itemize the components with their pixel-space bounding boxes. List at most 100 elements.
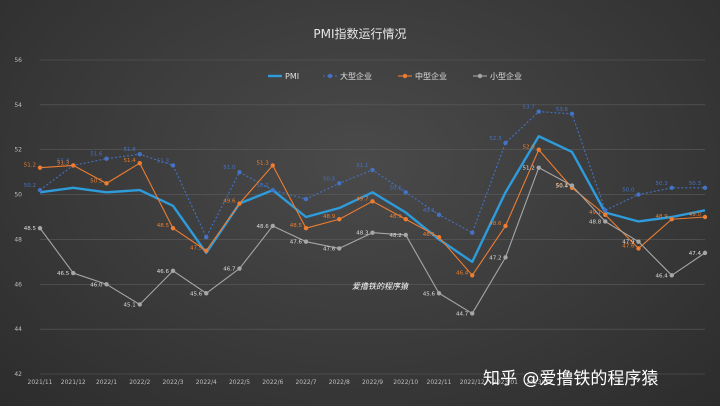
point-中型企业 (137, 160, 142, 166)
x-tick-label: 2022/7 (295, 379, 316, 386)
data-label: 45.6 (423, 291, 436, 297)
data-label: 50.2 (257, 183, 269, 189)
data-label: 51.1 (356, 163, 368, 169)
point-大型企业 (370, 167, 375, 173)
data-label: 53.6 (556, 107, 569, 113)
legend-item-小型企业: 小型企业 (473, 71, 522, 81)
point-大型企业 (104, 156, 109, 161)
y-tick-label: 48 (14, 236, 22, 243)
point-大型企业 (503, 140, 508, 146)
x-tick-label: 2022/12 (460, 379, 485, 386)
point-中型企业 (536, 147, 541, 152)
point-大型企业 (536, 109, 541, 114)
data-label: 46.4 (656, 273, 669, 279)
point-大型企业 (470, 230, 475, 235)
data-label: 46.7 (223, 267, 236, 273)
data-label: 50.1 (390, 185, 402, 191)
point-大型企业 (669, 185, 674, 191)
y-tick-label: 52 (14, 147, 22, 154)
series-line-PMI (39, 135, 706, 264)
legend-label: 小型企业 (490, 71, 522, 81)
point-小型企业 (303, 239, 309, 244)
point-大型企业 (137, 152, 142, 157)
data-label: 48.5 (157, 223, 170, 229)
legend-marker (477, 73, 483, 79)
grid-layer (40, 59, 705, 375)
point-中型企业 (237, 201, 242, 206)
data-label: 48.9 (390, 214, 403, 220)
point-小型企业 (204, 291, 209, 296)
x-tick-label: 2022/3 (162, 379, 183, 386)
data-label: 47.5 (190, 246, 203, 252)
point-大型企业 (37, 187, 43, 193)
data-label: 46.6 (157, 269, 170, 275)
legend-item-中型企业: 中型企业 (398, 71, 447, 81)
data-label: 51.0 (223, 165, 236, 171)
data-label: 50.0 (622, 188, 635, 194)
data-label: 48.6 (489, 221, 502, 227)
y-tick-label: 56 (14, 57, 22, 64)
y-tick-label: 46 (14, 281, 22, 288)
point-中型企业 (503, 223, 508, 229)
data-label: 48.9 (323, 214, 336, 220)
series-line-大型企业 (39, 111, 705, 238)
data-label: 49.0 (689, 212, 702, 218)
point-小型企业 (702, 250, 708, 256)
data-label: 51.8 (124, 147, 137, 153)
point-小型企业 (71, 270, 76, 276)
data-label: 50.2 (24, 183, 36, 189)
data-label: 47.6 (323, 246, 336, 252)
point-中型企业 (470, 273, 475, 278)
x-tick-label: 2022/1 (96, 379, 117, 386)
point-大型企业 (237, 169, 242, 175)
point-小型企业 (270, 223, 275, 229)
point-中型企业 (337, 217, 342, 222)
data-label: 52.0 (523, 145, 536, 151)
point-小型企业 (569, 183, 575, 188)
data-label: 51.3 (57, 160, 70, 166)
point-大型企业 (603, 208, 608, 213)
data-label: 49.1 (589, 210, 601, 216)
data-label: 44.7 (456, 311, 469, 317)
data-label: 50.3 (689, 181, 702, 187)
zhihu-watermark: 知乎 @爱撸铁的程序猿 (483, 369, 658, 389)
legend: PMI 大型企业 中型企业 小型企业 (268, 71, 522, 81)
y-tick-label: 42 (14, 371, 22, 378)
x-tick-label: 2022/9 (362, 379, 383, 386)
data-label: 47.2 (489, 255, 501, 261)
x-tick-label: 2022/8 (329, 379, 350, 386)
point-中型企业 (71, 163, 76, 168)
data-label: 51.2 (24, 163, 36, 169)
data-label: 48.2 (390, 233, 402, 239)
x-tick-label: 2022/4 (196, 379, 217, 386)
point-小型企业 (337, 246, 342, 251)
point-大型企业 (337, 181, 342, 186)
x-tick-label: 2022/6 (262, 379, 283, 386)
data-label: 47.6 (290, 240, 303, 246)
chart-title: PMI指数运行情况 (313, 26, 406, 41)
data-label: 49.6 (223, 199, 236, 205)
point-中型企业 (204, 248, 209, 253)
point-小型企业 (37, 226, 43, 231)
x-tick-label: 2023/01 (493, 379, 518, 386)
overlay-signature-text: 爱撸铁的程序猿 (352, 282, 409, 291)
point-中型企业 (170, 226, 176, 231)
point-小型企业 (603, 219, 608, 224)
data-label: 45.1 (124, 302, 136, 308)
axis-layer: 42 44 46 48 50 52 54 56 2021/11 2021/12 2022/1 2022… (14, 57, 551, 386)
data-label: 50.3 (656, 181, 669, 187)
point-小型企业 (104, 282, 109, 287)
point-中型企业 (603, 212, 608, 217)
point-中型企业 (303, 226, 309, 231)
point-中型企业 (436, 234, 442, 240)
data-label: 45.6 (190, 291, 203, 297)
data-label: 51.3 (57, 158, 70, 164)
data-label: 47.4 (689, 251, 702, 257)
point-小型企业 (237, 266, 242, 271)
data-label: 51.3 (157, 158, 170, 164)
data-label: 50.5 (90, 178, 103, 184)
legend-label: 中型企业 (415, 71, 447, 81)
point-中型企业 (370, 199, 375, 204)
